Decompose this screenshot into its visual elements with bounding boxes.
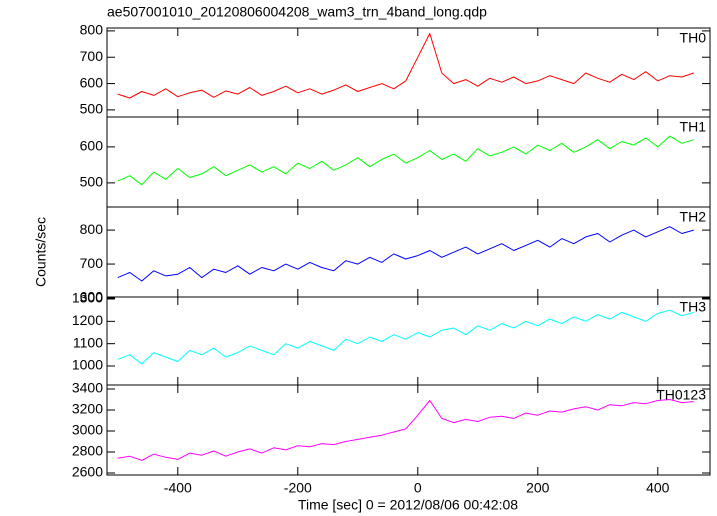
y-tick-label: 1000 bbox=[72, 357, 103, 373]
trace bbox=[117, 135, 694, 186]
x-tick-label: 0 bbox=[414, 480, 422, 496]
legend-label: TH2 bbox=[680, 209, 707, 225]
y-tick-label: 600 bbox=[80, 138, 104, 154]
y-tick-label: 600 bbox=[80, 289, 104, 305]
legend-label: TH1 bbox=[680, 119, 707, 135]
legend-label: TH3 bbox=[680, 299, 707, 315]
y-tick-label: 1300 bbox=[72, 290, 103, 306]
y-tick-label: 600 bbox=[80, 74, 104, 90]
y-tick-label: 3000 bbox=[72, 422, 103, 438]
x-axis-label: Time [sec] 0 = 2012/08/06 00:42:08 bbox=[298, 497, 518, 513]
y-tick-label: 2800 bbox=[72, 443, 103, 459]
y-tick-label: 3400 bbox=[72, 380, 103, 396]
y-tick-label: 1100 bbox=[73, 334, 103, 350]
trace bbox=[117, 309, 694, 365]
y-tick-label: 700 bbox=[80, 48, 104, 64]
y-tick-label: 800 bbox=[80, 221, 104, 237]
trace bbox=[117, 226, 694, 282]
y-tick-label: 500 bbox=[80, 101, 104, 117]
x-tick-label: 200 bbox=[526, 480, 550, 496]
legend-label: TH0123 bbox=[656, 387, 706, 403]
legend-label: TH0 bbox=[680, 30, 707, 46]
x-tick-label: -200 bbox=[284, 480, 312, 496]
y-axis-label: Counts/sec bbox=[33, 217, 49, 287]
y-tick-label: 1200 bbox=[72, 312, 103, 328]
y-tick-label: 2600 bbox=[72, 464, 103, 480]
x-tick-label: -400 bbox=[164, 480, 192, 496]
trace bbox=[117, 399, 694, 461]
panel-frame bbox=[106, 296, 711, 386]
panel-frame bbox=[106, 206, 711, 298]
y-tick-label: 3200 bbox=[72, 401, 103, 417]
panel-frame bbox=[106, 384, 711, 476]
chart-title: ae507001010_20120806004208_wam3_trn_4ban… bbox=[107, 4, 487, 20]
x-tick-label: 400 bbox=[646, 480, 670, 496]
y-tick-label: 800 bbox=[80, 22, 104, 38]
trace bbox=[117, 33, 694, 99]
panel-frame bbox=[106, 27, 711, 118]
y-tick-label: 700 bbox=[80, 255, 104, 271]
y-tick-label: 500 bbox=[80, 174, 104, 190]
